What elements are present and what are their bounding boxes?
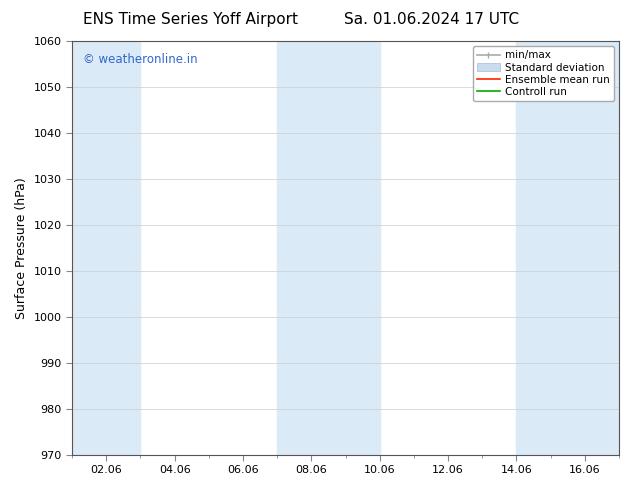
Text: Sa. 01.06.2024 17 UTC: Sa. 01.06.2024 17 UTC — [344, 12, 519, 27]
Text: ENS Time Series Yoff Airport: ENS Time Series Yoff Airport — [82, 12, 298, 27]
Legend: min/max, Standard deviation, Ensemble mean run, Controll run: min/max, Standard deviation, Ensemble me… — [472, 46, 614, 101]
Bar — [72, 41, 141, 455]
Text: © weatheronline.in: © weatheronline.in — [83, 53, 198, 67]
Bar — [517, 41, 619, 455]
Y-axis label: Surface Pressure (hPa): Surface Pressure (hPa) — [15, 177, 28, 318]
Bar — [277, 41, 380, 455]
